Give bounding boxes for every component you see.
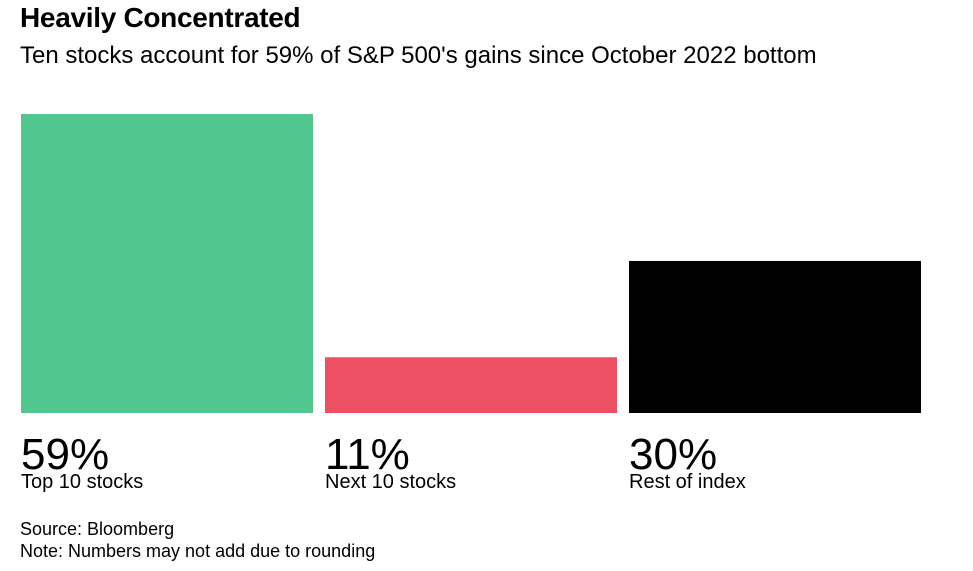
chart-footer: Source: Bloomberg Note: Numbers may not …	[20, 518, 375, 562]
value-label-1: 59%	[21, 430, 109, 479]
chart-subtitle: Ten stocks account for 59% of S&P 500's …	[20, 42, 817, 69]
value-label-2: 11%	[325, 430, 410, 479]
category-label-2: Next 10 stocks	[325, 471, 456, 493]
chart-title: Heavily Concentrated	[20, 2, 301, 33]
bar-1	[21, 114, 313, 413]
bar-chart: 59%Top 10 stocks 11%Next 10 stocks 30%Rest…	[21, 114, 921, 493]
source-note: Source: Bloomberg	[20, 519, 175, 539]
bar-2	[325, 357, 617, 413]
bar-3	[629, 260, 921, 413]
rounding-note: Note: Numbers may not add due to roundin…	[20, 541, 376, 561]
value-label-3: 30%	[629, 430, 717, 479]
category-label-3: Rest of index	[629, 471, 746, 493]
category-label-1: Top 10 stocks	[21, 471, 143, 493]
